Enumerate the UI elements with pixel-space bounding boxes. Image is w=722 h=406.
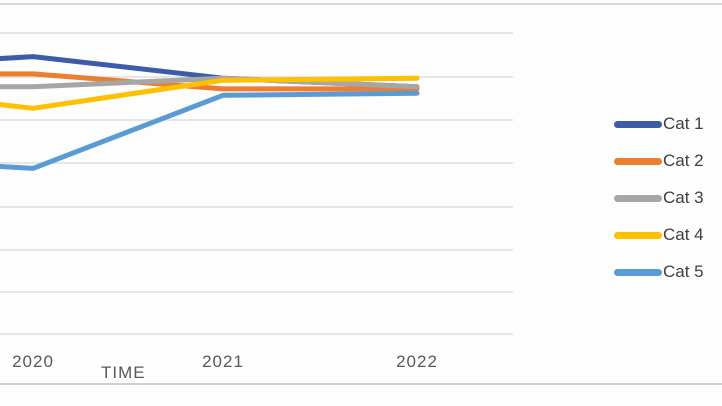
x-tick-2022: 2022 [396,352,438,371]
page-top-border-line [0,3,722,5]
series-lines [0,54,420,171]
page-bottom-border-line [0,383,722,385]
legend-item-cat-1: Cat 1 [614,114,704,134]
legend-item-cat-2: Cat 2 [614,151,704,171]
series-line-cat-4 [0,75,420,111]
legend-item-cat-5: Cat 5 [614,262,704,282]
legend-item-cat-3: Cat 3 [614,188,704,208]
gridlines [0,32,513,335]
series-line-cat-3 [0,75,420,90]
series-line-cat-5 [0,90,420,171]
legend-swatch-cat-3 [614,194,662,202]
legend-swatch-cat-4 [614,231,662,239]
x-tick-2020: 2020 [12,352,54,371]
legend-label-cat-3: Cat 3 [663,188,704,207]
legend-label-cat-4: Cat 4 [663,225,704,244]
legend-label-cat-1: Cat 1 [663,114,704,133]
legend-label-cat-5: Cat 5 [663,262,704,281]
legend-swatch-cat-5 [614,268,662,276]
legend-label-cat-2: Cat 2 [663,151,704,170]
x-tick-2021: 2021 [202,352,244,371]
legend-swatch-cat-2 [614,157,662,165]
legend-swatch-cat-1 [614,120,662,128]
x-axis-title: TIME [101,363,146,382]
legend-item-cat-4: Cat 4 [614,225,704,245]
